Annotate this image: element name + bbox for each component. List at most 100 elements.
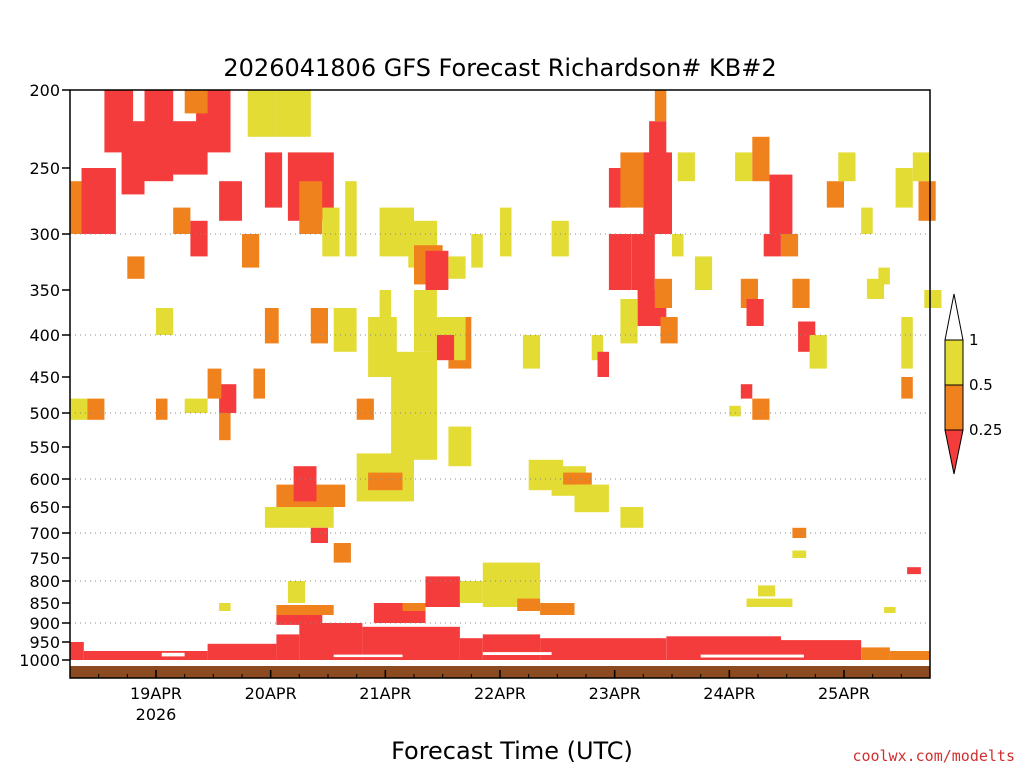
heatmap-cell (121, 121, 145, 195)
heatmap-cell (861, 207, 873, 234)
heatmap-cell (276, 90, 311, 137)
heatmap-cell (333, 654, 403, 658)
heatmap-cell (425, 576, 460, 607)
y-tick-label: 650 (29, 498, 60, 517)
heatmap-cell (620, 507, 644, 528)
heatmap-cell (740, 384, 753, 399)
y-tick-label: 850 (29, 594, 60, 613)
heatmap-cell (219, 384, 237, 413)
heatmap-cell (591, 335, 604, 361)
colorbar-legend: 1 0.5 0.25 (944, 293, 1002, 475)
heatmap-cell (264, 507, 334, 528)
heatmap-cell (207, 368, 222, 399)
heatmap-cell (861, 647, 890, 660)
heatmap-cell (264, 152, 283, 208)
heatmap-cell (379, 207, 414, 257)
heatmap-cell (362, 626, 460, 660)
heatmap-cell (242, 234, 260, 268)
heatmap-cell (597, 351, 609, 377)
heatmap-cell (631, 234, 655, 290)
heatmap-cell (287, 581, 306, 603)
heatmap-cell (83, 651, 208, 660)
heatmap-cell (608, 234, 632, 290)
heatmap-cell (391, 351, 437, 460)
y-tick-label: 800 (29, 572, 60, 591)
x-tick-label: 21APR (359, 684, 411, 703)
heatmap-cell (758, 585, 776, 597)
colorbar-band (944, 384, 964, 431)
heatmap-cell (190, 220, 208, 257)
heatmap-cell (356, 398, 374, 420)
heatmap-cell (563, 472, 592, 485)
heatmap-cell (276, 634, 300, 660)
y-tick-label: 550 (29, 438, 60, 457)
heatmap-cell (184, 90, 208, 114)
y-tick-label: 1000 (19, 651, 60, 670)
heatmap-cell (482, 652, 552, 655)
heatmap-cell (425, 250, 449, 290)
heatmap-cell (700, 654, 804, 658)
x-tick-label: 23APR (589, 684, 641, 703)
colorbar-label: 1 (969, 331, 979, 349)
heatmap-cell (752, 398, 770, 420)
heatmap-cell (666, 636, 781, 660)
credit-text: coolwx.com/modelts (852, 747, 1015, 765)
heatmap-cell (471, 234, 483, 268)
heatmap-cell (310, 308, 328, 344)
heatmap-cell (276, 605, 334, 615)
heatmap-cell (918, 181, 936, 221)
heatmap-cell (677, 152, 695, 182)
heatmap-cell (87, 398, 105, 420)
heatmap-cell (322, 207, 340, 257)
heatmap-cell (746, 299, 764, 326)
y-tick-label: 250 (29, 159, 60, 178)
y-axis: 200 250 300 350 400 450 500 550 600 650 700 750 800 8… (19, 81, 70, 670)
heatmap-cell (482, 634, 541, 660)
colorbar-label: 0.5 (969, 376, 993, 394)
heatmap-cell (127, 256, 145, 279)
heatmap-cell (247, 90, 277, 137)
heatmap-cell (219, 413, 231, 441)
heatmap-cell (81, 168, 116, 234)
y-tick-label: 700 (29, 524, 60, 543)
heatmap-cell (219, 603, 231, 611)
heatmap-cell (540, 603, 575, 615)
heatmap-cell (500, 207, 512, 257)
heatmap-cell (540, 638, 667, 660)
heatmap-cell (792, 527, 807, 538)
heatmap-cell (574, 484, 609, 513)
chart-title: 2026041806 GFS Forecast Richardson# KB#2 (223, 54, 776, 82)
heatmap-cell (620, 152, 644, 208)
heatmap-cell (752, 136, 770, 182)
colorbar-band (944, 339, 964, 386)
x-axis-title: Forecast Time (UTC) (391, 737, 633, 765)
y-tick-label: 400 (29, 326, 60, 345)
y-tick-label: 950 (29, 633, 60, 652)
y-tick-label: 900 (29, 614, 60, 633)
y-tick-label: 500 (29, 404, 60, 423)
heatmap-cell (729, 405, 741, 417)
heatmap-cell (792, 550, 807, 558)
y-tick-label: 300 (29, 225, 60, 244)
heatmap-cell (459, 581, 483, 603)
x-tick-sublabel: 2026 (136, 705, 177, 724)
heatmap-cell (907, 567, 921, 575)
y-tick-label: 600 (29, 470, 60, 489)
heatmap-cell (769, 174, 793, 234)
y-tick-label: 200 (29, 81, 60, 100)
x-tick-label: 20APR (245, 684, 297, 703)
heatmap-cell (889, 651, 930, 660)
y-tick-label: 450 (29, 368, 60, 387)
heatmap-cell (895, 168, 913, 208)
grid-lines (70, 233, 930, 624)
heatmap-cell (299, 181, 323, 234)
heatmap-cell (878, 267, 890, 285)
y-tick-label: 750 (29, 549, 60, 568)
heatmap-cell (838, 152, 856, 182)
heatmap-cell (912, 152, 930, 182)
heatmap-cell (522, 335, 541, 369)
heatmap-cell (333, 543, 351, 563)
colorbar-bottom-arrow (944, 429, 964, 475)
heatmap-cell (884, 607, 896, 613)
heatmap-cell (368, 317, 397, 377)
